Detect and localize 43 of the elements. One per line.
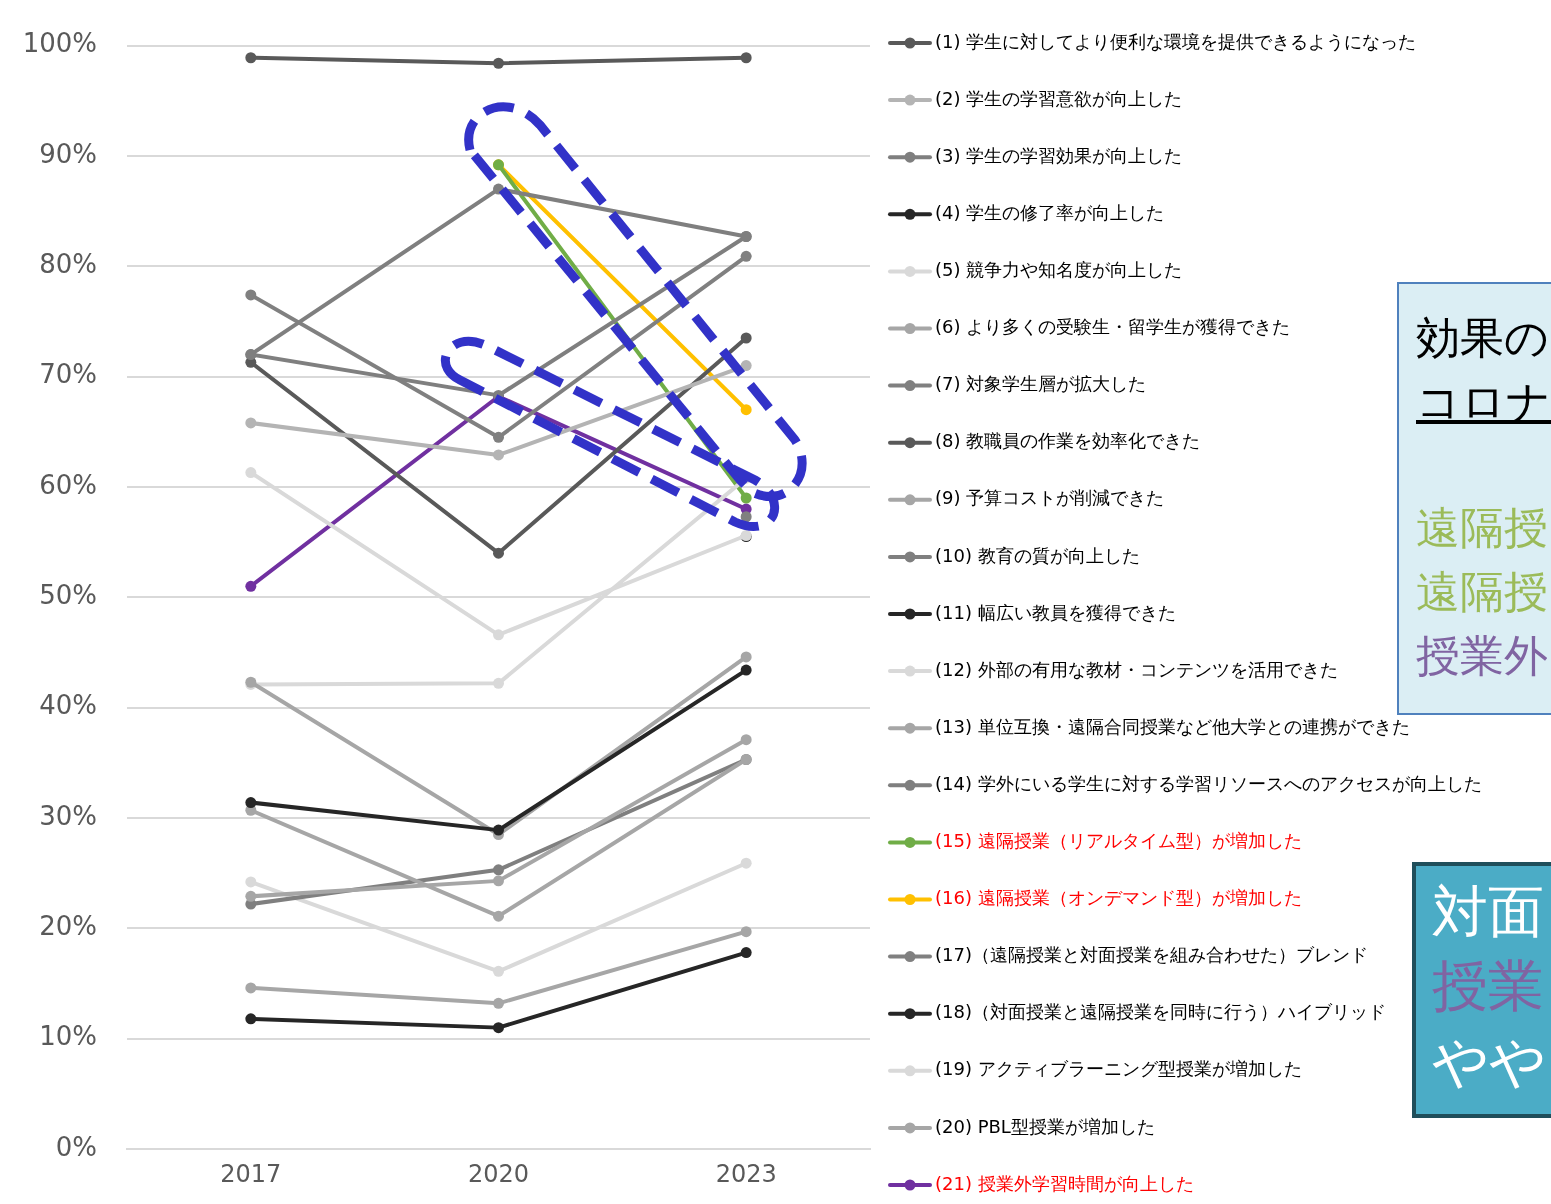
legend-label: (3) 学生の学習効果が向上した: [935, 144, 1183, 166]
legend-label: (6) より多くの受験生・留学生が獲得できた: [935, 316, 1291, 338]
text: 遠隔授: [1416, 502, 1548, 553]
legend-label: (1) 学生に対してより便利な環境を提供できるようになった: [935, 30, 1417, 52]
text: 対面: [1432, 879, 1544, 944]
y-tick-label: 80%: [39, 249, 97, 280]
legend-label: (18)（対面授業と遠隔授業を同時に行う）ハイブリッド: [935, 1001, 1386, 1023]
y-tick-label: 10%: [39, 1021, 97, 1052]
y-tick-label: 70%: [39, 359, 97, 390]
legend-label: (20) PBL型授業が増加した: [935, 1115, 1155, 1137]
legend-label: (15) 遠隔授業（リアルタイム型）が増加した: [935, 830, 1302, 852]
legend-label: (4) 学生の修了率が向上した: [935, 201, 1165, 223]
legend-label: (10) 教育の質が向上した: [935, 544, 1140, 566]
text: 授業: [1432, 953, 1544, 1018]
text: 遠隔授: [1416, 566, 1548, 617]
legend-label: (17)（遠隔授業と対面授業を組み合わせた）ブレンド: [935, 944, 1368, 966]
y-tick-label: 60%: [39, 469, 97, 500]
legend-label: (2) 学生の学習意欲が向上した: [935, 87, 1183, 109]
legend-label: (14) 学外にいる学生に対する学習リソースへのアクセスが向上した: [935, 772, 1482, 794]
y-tick-label: 40%: [39, 690, 97, 721]
legend-label: (8) 教職員の作業を効率化できた: [935, 430, 1201, 452]
y-tick-label: 20%: [39, 911, 97, 942]
legend-label: (21) 授業外学習時間が向上した: [935, 1172, 1194, 1194]
y-tick-label: 50%: [39, 580, 97, 611]
y-tick-label: 90%: [39, 138, 97, 169]
x-tick-label: 2017: [220, 1159, 282, 1188]
text: 効果の: [1416, 312, 1549, 363]
y-tick-label: 30%: [39, 800, 97, 831]
x-tick-label: 2020: [467, 1159, 530, 1188]
legend-label: (12) 外部の有用な教材・コンテンツを活用できた: [935, 658, 1338, 680]
legend-label: (7) 対象学生層が拡大した: [935, 373, 1147, 395]
legend-label: (13) 単位互換・遠隔合同授業など他大学との連携ができた: [935, 715, 1410, 737]
legend-label: (5) 競争力や知名度が向上した: [935, 259, 1183, 281]
y-tick-label: 100%: [22, 28, 97, 59]
legend-label: (19) アクティブラーニング型授業が増加した: [935, 1058, 1302, 1080]
legend-label: (11) 幅広い教員を獲得できた: [935, 601, 1176, 623]
legend-label: (9) 予算コストが削減できた: [935, 487, 1165, 509]
legend-label: (16) 遠隔授業（オンデマンド型）が増加した: [935, 887, 1302, 909]
text: やや: [1432, 1029, 1546, 1094]
text: コロナ: [1416, 376, 1551, 427]
x-tick-label: 2023: [715, 1159, 777, 1188]
text: 授業外: [1416, 630, 1548, 681]
y-tick-label: 0%: [55, 1131, 97, 1162]
